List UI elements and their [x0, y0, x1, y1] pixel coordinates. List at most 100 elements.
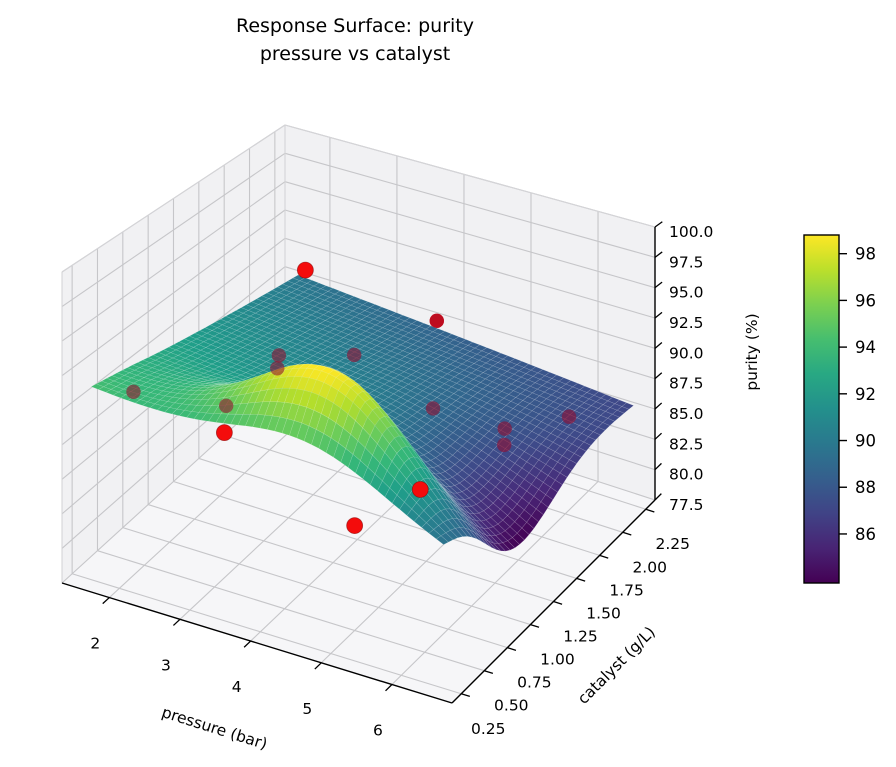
surface-cell — [531, 508, 544, 523]
chart-title-line2: pressure vs catalyst — [259, 43, 451, 65]
chart-title-line1: Response Surface: purity — [235, 15, 474, 37]
y-tick — [553, 600, 563, 605]
z-axis-tick-label: 95.0 — [669, 284, 704, 302]
colorbar-tick-label: 86 — [855, 525, 876, 544]
y-axis-tick-label: 1.75 — [609, 581, 644, 599]
y-axis-tick-label: 0.75 — [517, 674, 552, 692]
z-tick — [654, 251, 663, 258]
z-tick — [654, 342, 663, 349]
x-tick — [314, 662, 322, 670]
colorbar-tick-label: 92 — [855, 385, 876, 404]
gridline — [284, 181, 656, 289]
z-tick — [654, 493, 662, 501]
y-tick — [507, 647, 517, 651]
surface-cell — [559, 465, 573, 478]
surface-cell — [488, 541, 501, 552]
gridline — [391, 481, 599, 685]
gridline — [61, 209, 286, 377]
x-axis-tick-label: 6 — [373, 722, 383, 740]
z-tick — [654, 432, 663, 440]
surface-cell — [502, 540, 516, 551]
scatter-point — [411, 481, 429, 498]
gridline — [147, 504, 531, 626]
z-tick — [654, 462, 662, 471]
z-tick — [654, 372, 663, 380]
scatter-point-occluded — [346, 347, 362, 363]
colorbar-tick-label: 90 — [855, 432, 876, 451]
scatter-point — [346, 517, 364, 535]
surface-cell — [507, 537, 520, 549]
colorbar-tick-label: 96 — [855, 291, 876, 310]
y-tick — [645, 508, 655, 513]
x-tick — [172, 618, 181, 626]
z-axis-tick-label: 87.5 — [669, 375, 704, 393]
axis-ticks: 2 3 4 5 6 0.25 0.50 0.75 1.00 1.25 1.50 1.75 2.00 2.2… — [90, 221, 713, 740]
gridline — [284, 152, 656, 258]
surface-cell — [550, 479, 563, 493]
x-axis-tick-label: 4 — [232, 678, 242, 696]
z-tick — [654, 221, 663, 228]
colorbar-tick-label: 94 — [855, 338, 876, 357]
z-axis-tick-label: 92.5 — [669, 314, 704, 332]
y-tick — [622, 531, 632, 536]
gridline — [122, 527, 508, 649]
surface-cell — [478, 535, 492, 548]
y-tick — [599, 554, 609, 559]
scatter-occluded-overlay — [126, 313, 577, 453]
surface-cell — [593, 426, 606, 436]
z-axis-tick-label: 90.0 — [669, 344, 704, 362]
z-tick — [654, 281, 663, 289]
z-axis-tick-label: 85.0 — [669, 405, 704, 423]
surface-cell — [569, 453, 582, 464]
z-tick — [654, 311, 663, 319]
scatter-point-occluded — [561, 409, 577, 424]
surface-cell — [616, 406, 630, 414]
z-axis-label: purity (%) — [743, 313, 761, 390]
x-axis-tick-label: 5 — [302, 700, 312, 718]
surface-cell — [588, 431, 601, 441]
x-tick — [385, 684, 393, 692]
y-tick — [576, 577, 586, 582]
z-axis-tick-label: 80.0 — [669, 466, 704, 484]
surface-cell — [535, 501, 549, 515]
y-axis-tick-label: 2.25 — [656, 535, 691, 553]
z-axis-tick-label: 77.5 — [669, 496, 704, 514]
chart-title: Response Surface: purity pressure vs cat… — [115, 12, 595, 68]
colorbar-gradient — [803, 234, 840, 584]
gridline — [61, 181, 286, 342]
gridline — [173, 480, 554, 603]
scatter-point-occluded — [497, 437, 512, 453]
gridline — [61, 237, 286, 411]
y-axis-tick-label: 0.25 — [471, 720, 506, 738]
pane-edge — [284, 124, 656, 228]
surface-cell — [540, 494, 554, 508]
y-tick — [461, 693, 471, 698]
colorbar-tick-label: 98 — [855, 245, 876, 264]
x-axis-tick-label: 2 — [90, 635, 100, 653]
gridline — [284, 266, 656, 380]
gridline — [61, 152, 286, 308]
scatter-point-occluded — [271, 348, 287, 363]
colorbar: 86 88 90 92 94 96 98 — [803, 234, 876, 584]
surface-cell — [459, 527, 473, 538]
x-axis-label: pressure (bar) — [159, 703, 269, 753]
y-axis-tick-label: 1.50 — [586, 604, 621, 622]
surface-cell — [497, 542, 511, 552]
x-tick — [243, 640, 252, 648]
z-tick — [654, 402, 663, 410]
colorbar-tick-label: 88 — [855, 478, 876, 497]
gridline — [284, 237, 656, 349]
surface-cell — [521, 522, 535, 535]
surface-cell — [493, 542, 506, 552]
surface-cell — [483, 538, 497, 550]
scatter-point — [296, 261, 314, 279]
y-axis-tick-label: 1.25 — [563, 628, 598, 646]
y-tick — [530, 623, 540, 628]
scatter-point — [215, 424, 233, 442]
z-axis-tick-label: 97.5 — [669, 253, 704, 271]
z-axis-tick-label: 82.5 — [669, 435, 704, 453]
gridline — [71, 573, 462, 695]
x-axis-tick-label: 3 — [161, 656, 171, 674]
